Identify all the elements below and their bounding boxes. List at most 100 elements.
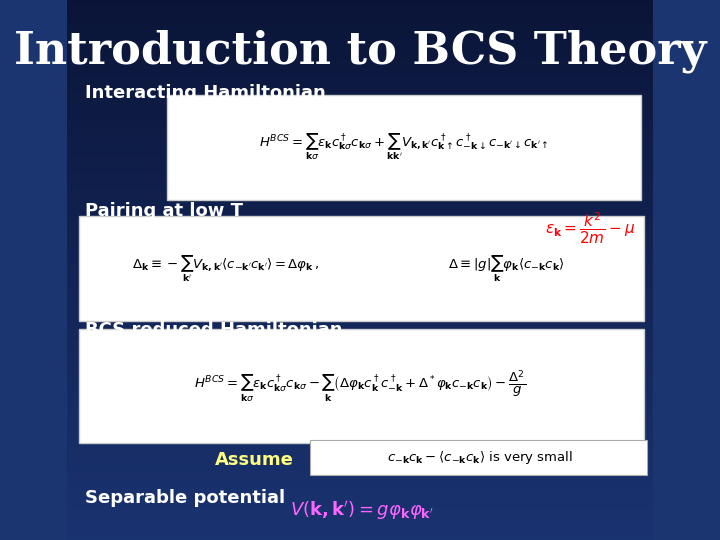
Bar [67,367,653,373]
Bar [67,459,653,464]
Bar [67,167,653,173]
Bar [67,329,653,335]
Bar [67,513,653,518]
Bar [67,130,653,135]
Text: $c_{-\mathbf{k}}c_\mathbf{k} - \langle c_{-\mathbf{k}}c_\mathbf{k}\rangle$ is ve: $c_{-\mathbf{k}}c_\mathbf{k} - \langle c… [387,449,573,467]
Bar [67,227,653,232]
Bar [67,427,653,432]
Bar [67,108,653,113]
FancyBboxPatch shape [167,94,641,200]
Bar [67,308,653,313]
Bar [67,443,653,448]
Bar [67,86,653,92]
Bar [67,216,653,221]
Bar [67,248,653,254]
Bar [67,502,653,508]
Text: Separable potential: Separable potential [85,489,285,507]
Bar [67,281,653,286]
Bar [67,92,653,97]
Bar [67,70,653,76]
Text: BCS reduced Hamiltonian: BCS reduced Hamiltonian [85,321,342,339]
Bar [67,356,653,362]
Bar [67,362,653,367]
Bar [67,97,653,103]
Bar [67,508,653,513]
Bar [67,238,653,243]
Bar [67,22,653,27]
Bar [67,302,653,308]
Bar [67,32,653,38]
Bar [67,313,653,319]
Bar [67,481,653,486]
Bar [67,205,653,211]
Bar [67,497,653,502]
Bar [67,432,653,437]
Bar [67,448,653,454]
Bar [67,394,653,400]
Bar [67,491,653,497]
Bar [67,335,653,340]
Text: $H^{BCS} = \sum_{\mathbf{k}\sigma} \epsilon_\mathbf{k} c^\dagger_{\mathbf{k}\sig: $H^{BCS} = \sum_{\mathbf{k}\sigma} \epsi… [259,131,549,163]
Bar [67,11,653,16]
Text: Pairing at low T: Pairing at low T [85,202,243,220]
FancyBboxPatch shape [310,440,647,475]
Bar [67,27,653,32]
Bar [67,189,653,194]
Bar [67,103,653,108]
Bar [67,81,653,86]
Bar [67,383,653,389]
Bar [67,292,653,297]
Bar [67,400,653,405]
Bar [67,351,653,356]
Bar [67,286,653,292]
Bar [67,157,653,162]
Bar [67,124,653,130]
Bar [67,346,653,351]
Bar [67,135,653,140]
Bar [67,454,653,459]
Text: Assume: Assume [215,451,294,469]
Bar [67,221,653,227]
Text: Introduction to BCS Theory: Introduction to BCS Theory [14,30,706,73]
Bar [67,162,653,167]
Text: $V(\mathbf{k,k'}) = g\varphi_\mathbf{k}\varphi_{\mathbf{k}'}$: $V(\mathbf{k,k'}) = g\varphi_\mathbf{k}\… [289,500,433,523]
Bar [67,475,653,481]
Bar [67,5,653,11]
Bar [67,59,653,65]
Bar [67,178,653,184]
Bar [67,211,653,216]
Bar [67,184,653,189]
Bar [67,54,653,59]
Bar [67,254,653,259]
Bar [67,16,653,22]
Bar [67,270,653,275]
Bar [67,146,653,151]
Bar [67,76,653,81]
Bar [67,119,653,124]
Bar [67,297,653,302]
Bar [67,200,653,205]
Bar [67,275,653,281]
FancyBboxPatch shape [79,329,644,443]
Bar [67,535,653,540]
Bar [67,43,653,49]
Bar [67,65,653,70]
Bar [67,259,653,265]
Bar [67,243,653,248]
Text: Interacting Hamiltonian: Interacting Hamiltonian [85,84,325,102]
Bar [67,410,653,416]
Text: $\epsilon_\mathbf{k} = \dfrac{k^2}{2m} - \mu$: $\epsilon_\mathbf{k} = \dfrac{k^2}{2m} -… [545,211,635,246]
Bar [67,464,653,470]
Bar [67,437,653,443]
Bar [67,340,653,346]
Bar [67,319,653,324]
Bar [67,486,653,491]
Bar [67,421,653,427]
Bar [67,373,653,378]
Bar [67,38,653,43]
Bar [67,232,653,238]
Text: $\Delta \equiv |g| \sum_\mathbf{k} \varphi_\mathbf{k} \langle c_{-\mathbf{k}} c_: $\Delta \equiv |g| \sum_\mathbf{k} \varp… [448,253,564,284]
Text: $H^{BCS} = \sum_{\mathbf{k}\sigma} \epsilon_\mathbf{k} c^\dagger_{\mathbf{k}\sig: $H^{BCS} = \sum_{\mathbf{k}\sigma} \epsi… [194,368,526,404]
Bar [67,113,653,119]
Bar [67,194,653,200]
